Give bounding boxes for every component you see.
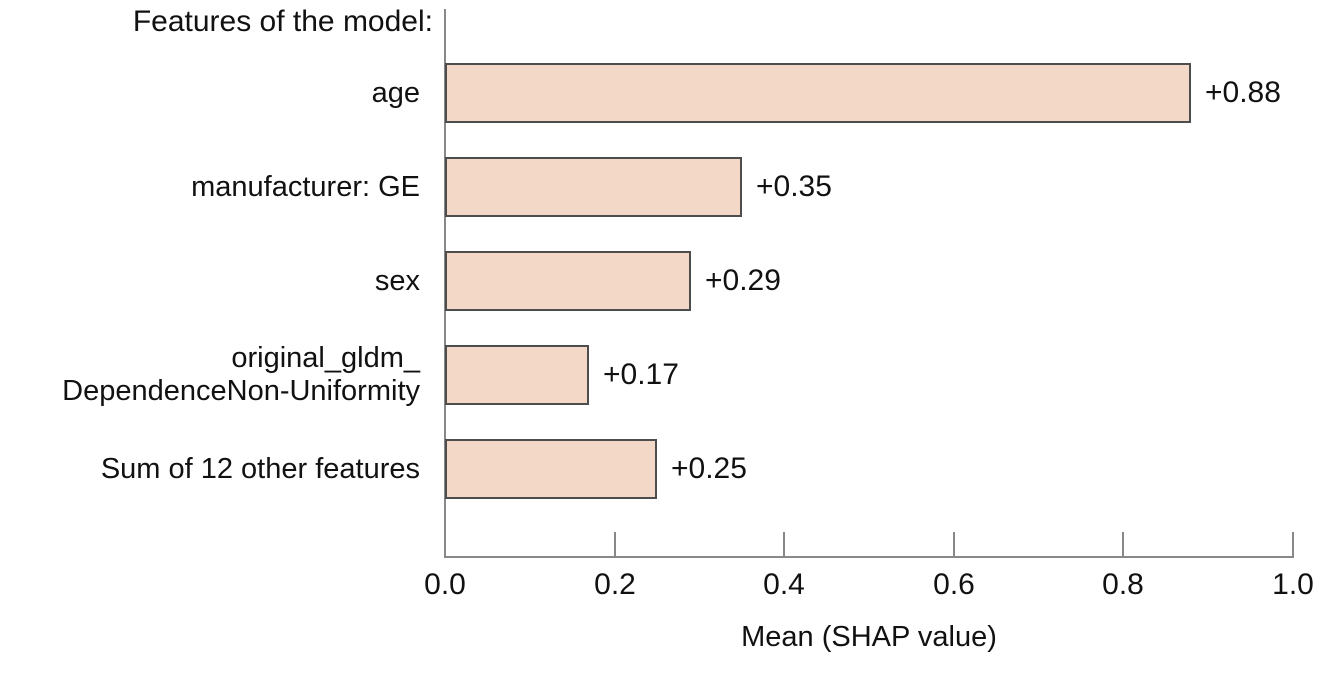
bar bbox=[445, 345, 589, 405]
category-label-line: sex bbox=[374, 265, 420, 297]
category-label-line: manufacturer: GE bbox=[191, 171, 420, 203]
category-label: Sum of 12 other features bbox=[0, 453, 420, 486]
bar bbox=[445, 63, 1191, 123]
category-label: original_gldm_ DependenceNon-Uniformity bbox=[0, 342, 420, 408]
chart-title: Features of the model: bbox=[132, 5, 433, 38]
value-label: +0.35 bbox=[756, 170, 832, 203]
x-tick-label: 0.2 bbox=[594, 568, 636, 601]
x-tick bbox=[614, 532, 616, 557]
value-label: +0.25 bbox=[671, 452, 747, 485]
x-tick bbox=[953, 532, 955, 557]
value-label: +0.17 bbox=[603, 358, 679, 391]
x-axis-title: Mean (SHAP value) bbox=[741, 621, 997, 653]
x-tick-label: 0.8 bbox=[1102, 568, 1144, 601]
x-tick bbox=[444, 532, 446, 557]
bar bbox=[445, 157, 742, 217]
category-label: manufacturer: GE bbox=[0, 171, 420, 204]
value-label: +0.88 bbox=[1205, 76, 1281, 109]
x-tick-label: 0.0 bbox=[424, 568, 466, 601]
category-label: age bbox=[0, 77, 420, 110]
x-tick bbox=[1292, 532, 1294, 557]
category-label-line: DependenceNon-Uniformity bbox=[62, 375, 420, 407]
category-label: sex bbox=[0, 265, 420, 298]
x-axis-line bbox=[444, 556, 1294, 558]
x-tick bbox=[783, 532, 785, 557]
x-tick-label: 0.4 bbox=[763, 568, 805, 601]
x-tick-label: 1.0 bbox=[1272, 568, 1314, 601]
category-label-line: age bbox=[371, 77, 420, 109]
x-tick bbox=[1122, 532, 1124, 557]
value-label: +0.29 bbox=[705, 264, 781, 297]
x-tick-label: 0.6 bbox=[933, 568, 975, 601]
bar bbox=[445, 439, 657, 499]
category-label-line: Sum of 12 other features bbox=[100, 453, 420, 485]
bar bbox=[445, 251, 691, 311]
category-label-line: original_gldm_ bbox=[231, 342, 420, 374]
